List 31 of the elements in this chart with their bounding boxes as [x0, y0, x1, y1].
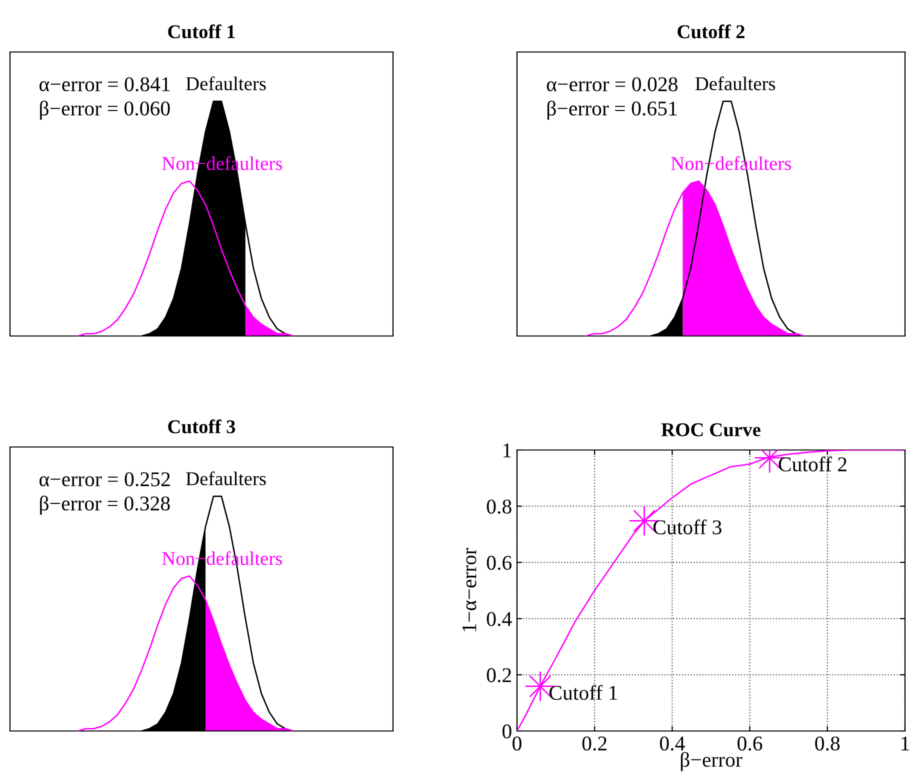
y-tick-label: 0.2	[486, 668, 511, 682]
annotation: β−error = 0.060	[40, 100, 170, 120]
text: α−error = 0.252	[40, 472, 170, 486]
annotation: β−error = 0.651	[547, 100, 677, 120]
chart-title: ROC Curve	[661, 423, 760, 436]
y-tick-label: 1	[504, 443, 511, 458]
annotation: β−error = 0.328	[40, 496, 170, 515]
text: α−error = 0.841	[40, 77, 170, 92]
line-series	[517, 450, 905, 731]
annotation: Cutoff 3	[653, 519, 722, 534]
y-tick-label: 0	[502, 724, 512, 738]
y-tick-label: 0.4	[486, 612, 512, 626]
chart-title: Cutoff 3	[168, 419, 236, 434]
x-tick-label: 1	[902, 736, 909, 750]
x-tick-label: 0.2	[582, 736, 606, 751]
y-axis-title: 1−α−error	[462, 548, 476, 632]
y-tick-label: 0.8	[486, 500, 512, 514]
y-tick-label: 0.6	[486, 556, 512, 570]
series-label: Defaulters	[695, 76, 776, 90]
x-tick-label: 0.6	[738, 736, 762, 751]
annotation: Cutoff 2	[778, 456, 846, 472]
series-label: Defaulters	[186, 471, 266, 486]
text: α−error = 0.028	[546, 77, 678, 92]
chart-title: Cutoff 1	[168, 24, 235, 38]
annotation: Cutoff 1	[549, 684, 618, 700]
chart-title: Cutoff 2	[678, 24, 744, 38]
series-label: Defaulters	[186, 76, 266, 90]
x-axis-title: β−error	[680, 752, 742, 772]
x-tick-label: 0	[512, 736, 522, 751]
x-tick-label: 0.4	[660, 736, 685, 751]
x-tick-label: 0.8	[815, 736, 840, 751]
